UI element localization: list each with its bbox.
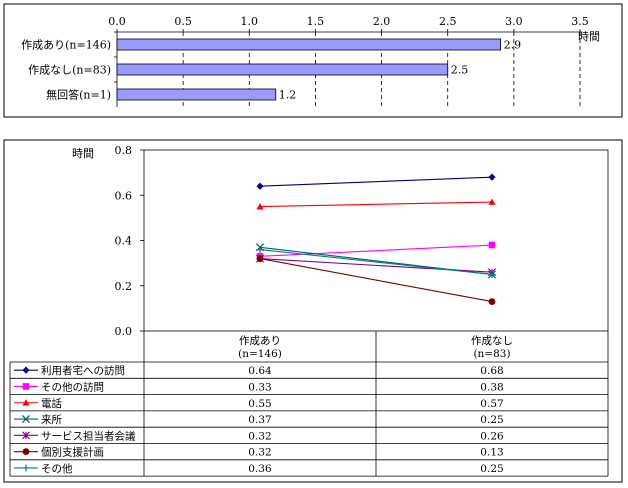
line-category-label: 作成あり (239, 335, 281, 347)
line-point (488, 173, 496, 181)
bar-category-label: 作成なし(n=83) (28, 64, 111, 77)
line-point (488, 241, 496, 249)
bar-x-tick-label: 1.0 (241, 15, 259, 28)
line-point (21, 415, 31, 424)
line-series (256, 245, 496, 279)
bar-value-label: 2.5 (451, 64, 469, 77)
table-value-cell: 0.26 (480, 430, 504, 442)
legend-key-marker (22, 448, 30, 456)
bar-value-label: 2.9 (504, 39, 521, 52)
table-value-cell: 0.25 (480, 463, 503, 475)
bar-x-tick-label: 3.0 (505, 15, 523, 28)
line-series-path (259, 244, 493, 257)
table-value-cell: 0.38 (480, 381, 503, 393)
line-y-tick-label: 0.6 (115, 189, 133, 202)
bar-category-label: 作成あり(n=146) (21, 39, 111, 52)
line-category-sublabel: (n=146) (238, 348, 282, 360)
bar-x-tick-label: 3.5 (571, 15, 589, 28)
legend-entry-label: その他 (41, 462, 73, 475)
line-series-path (259, 258, 493, 303)
legend-key-marker (21, 415, 31, 424)
bar-value-label: 1.2 (279, 89, 297, 102)
line-series-path (259, 201, 493, 208)
legend-key-marker (22, 464, 30, 472)
line-point (22, 383, 30, 390)
bar-chart-frame (3, 3, 623, 118)
legend-entry-label: サービス担当者会議 (41, 429, 136, 442)
table-value-cell: 0.13 (480, 447, 503, 459)
line-point (22, 366, 30, 374)
line-series-path (259, 176, 493, 187)
legend-key-marker (22, 431, 30, 440)
line-point (256, 255, 264, 262)
table-value-cell: 0.57 (480, 398, 503, 410)
line-point (22, 431, 30, 440)
table-value-cell: 0.36 (248, 463, 272, 475)
table-value-cell: 0.55 (248, 398, 271, 410)
line-y-tick-label: 0.2 (115, 280, 133, 293)
legend-entry-label: 利用者宅への訪問 (41, 364, 125, 377)
line-series (256, 198, 496, 210)
line-series (256, 173, 496, 190)
line-point (256, 245, 264, 254)
table-value-cell: 0.32 (248, 447, 271, 459)
line-category-label: 作成なし (471, 335, 513, 347)
legend-key-marker (22, 399, 30, 406)
table-value-cell: 0.64 (248, 365, 272, 377)
table-value-cell: 0.33 (248, 381, 271, 393)
bar (116, 63, 449, 76)
bar (116, 88, 277, 101)
line-category-sublabel: (n=83) (473, 348, 510, 360)
line-series-path (259, 249, 493, 275)
line-chart-unit-label: 時間 (72, 147, 94, 160)
bar (116, 38, 502, 51)
line-y-tick-label: 0.4 (115, 235, 133, 248)
bar-chart-unit-label: 時間 (578, 30, 600, 43)
bar-category-label: 無回答(n=1) (46, 88, 111, 102)
bar-x-tick-label: 0.0 (108, 15, 126, 28)
plot-area (143, 149, 609, 332)
line-point (256, 182, 264, 190)
legend-entry-label: 来所 (41, 414, 62, 426)
table-value-cell: 0.25 (480, 414, 503, 426)
line-point (488, 270, 496, 279)
bar-x-tick-label: 2.0 (373, 15, 391, 28)
line-y-tick-label: 0.8 (115, 144, 133, 157)
legend-key-marker (22, 383, 30, 390)
line-point (22, 448, 30, 456)
line-point (488, 298, 496, 305)
bar-x-tick-label: 1.5 (307, 15, 325, 28)
line-point (22, 464, 30, 472)
table-value-cell: 0.68 (480, 365, 503, 377)
table-value-cell: 0.37 (248, 414, 271, 426)
bar-x-tick-label: 0.5 (174, 15, 192, 28)
legend-entry-label: 電話 (41, 397, 62, 410)
line-point (22, 399, 30, 406)
line-point (488, 198, 496, 205)
line-point (256, 202, 264, 210)
line-series (256, 255, 496, 305)
bar-x-tick-label: 2.5 (439, 15, 457, 28)
legend-entry-label: 個別支援計画 (41, 446, 104, 459)
line-y-tick-label: 0.0 (115, 325, 133, 338)
legend-entry-label: その他の訪問 (41, 380, 104, 393)
legend-key-marker (22, 366, 30, 374)
table-value-cell: 0.32 (248, 430, 271, 442)
